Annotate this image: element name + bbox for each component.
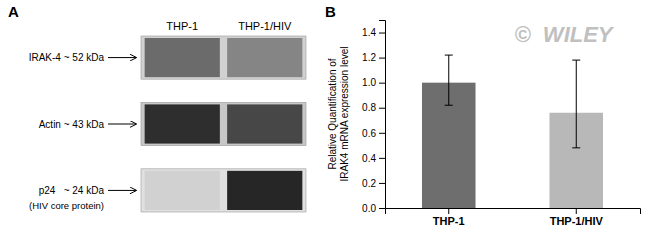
column-label: THP-1/HIV <box>238 20 292 32</box>
plot-marks <box>422 55 603 208</box>
y-tick-label: 0.2 <box>362 178 376 189</box>
y-tick-label: 0.0 <box>362 203 376 214</box>
watermark: © WILEY <box>514 22 614 47</box>
y-tick-mark <box>379 183 385 184</box>
x-tick-label: THP-1 <box>433 215 465 227</box>
row-sublabel: (HIV core protein) <box>29 200 104 211</box>
blot-lane <box>141 102 306 145</box>
row-arrow <box>108 124 136 125</box>
blot-lane <box>141 169 306 212</box>
blot-band <box>145 104 220 143</box>
y-tick-label: 0.4 <box>362 153 376 164</box>
column-label: THP-1 <box>166 20 198 32</box>
y-tick-mark <box>379 208 385 209</box>
y-tick-mark <box>379 33 385 34</box>
blot-band <box>227 38 302 77</box>
y-tick: 0.0 <box>362 203 385 214</box>
blot-band <box>227 171 302 210</box>
row-label: IRAK-4 ~ 52 kDa <box>29 52 105 63</box>
y-tick-mark <box>379 133 385 134</box>
row-label: Actin ~ 43 kDa <box>39 119 105 130</box>
y-tick-label: 1.4 <box>362 27 376 38</box>
x-tick-mark <box>576 208 577 214</box>
error-bar <box>572 60 580 148</box>
y-axis: 0.0 0.2 0.4 0.6 0.8 1.0 1.2 1.4 <box>362 21 385 214</box>
panel-label: B <box>325 3 336 20</box>
y-tick-mark <box>379 58 385 59</box>
blot-band <box>145 171 220 210</box>
y-tick-mark <box>379 83 385 84</box>
blot-band <box>145 38 220 77</box>
bar-panel: B 0.0 0.2 0.4 0.6 0.8 1.0 1.2 1.4 THP-1 THP-1/HIV R… <box>325 3 641 227</box>
blot-band <box>227 104 302 143</box>
figure: A THP-1 THP-1/HIV IRAK-4 ~ 52 kDa Actin ~ 43… <box>0 0 650 238</box>
error-bar <box>445 55 453 105</box>
y-axis-title-line: Relative Quantification of <box>327 58 338 169</box>
row-label: p24 ~ 24 kDa <box>39 185 105 196</box>
x-tick-mark <box>448 208 449 214</box>
row-arrow <box>108 190 136 191</box>
x-axis-line <box>386 209 641 215</box>
y-tick: 1.2 <box>362 52 385 63</box>
y-tick: 1.4 <box>362 27 385 38</box>
panel-label: A <box>8 3 19 20</box>
y-tick: 0.6 <box>362 128 385 139</box>
y-tick-label: 1.2 <box>362 52 376 63</box>
y-axis-title: Relative Quantification ofIRAK4 mRNA exp… <box>327 46 350 181</box>
y-tick-mark <box>379 158 385 159</box>
y-tick-mark <box>379 108 385 109</box>
y-tick-label: 1.0 <box>362 77 376 88</box>
x-tick: THP-1 <box>433 208 465 227</box>
y-tick: 0.8 <box>362 102 385 113</box>
blot-lane <box>141 36 306 79</box>
row-arrow <box>108 57 136 58</box>
y-tick: 0.2 <box>362 178 385 189</box>
y-tick: 1.0 <box>362 77 385 88</box>
blot-panel: A THP-1 THP-1/HIV IRAK-4 ~ 52 kDa Actin ~ 43… <box>8 3 306 212</box>
x-tick-label: THP-1/HIV <box>550 215 604 227</box>
x-tick: THP-1/HIV <box>550 208 604 227</box>
y-axis-line <box>379 21 386 209</box>
y-axis-title-line: IRAK4 mRNA expression level <box>339 46 350 181</box>
x-axis: THP-1 THP-1/HIV <box>386 208 641 227</box>
y-tick: 0.4 <box>362 153 385 164</box>
y-tick-label: 0.6 <box>362 128 376 139</box>
y-tick-label: 0.8 <box>362 102 376 113</box>
